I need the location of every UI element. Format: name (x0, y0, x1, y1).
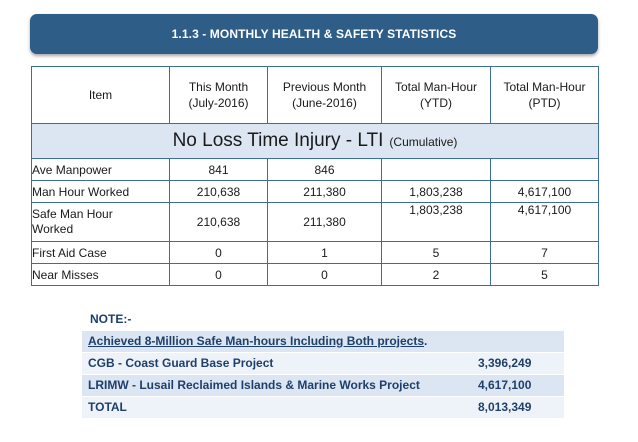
row-item-line2: Worked (32, 222, 74, 236)
project-row: CGB - Coast Guard Base Project 3,396,249 (82, 352, 564, 374)
header-item: Item (31, 66, 170, 124)
safety-statistics-table: Item This Month (July-2016) Previous Mon… (31, 66, 599, 286)
row-this-month: 841 (169, 158, 268, 181)
header-previous-month-line2: (June-2016) (292, 96, 357, 110)
achievement-link[interactable]: Achieved 8-Million Safe Man-hours Includ… (88, 334, 425, 348)
row-ptd: 4,617,100 (490, 202, 599, 242)
header-item-label: Item (88, 88, 113, 102)
project-row: LRIMW - Lusail Reclaimed Islands & Marin… (82, 374, 564, 396)
row-ptd (490, 158, 599, 181)
total-row: TOTAL 8,013,349 (82, 396, 564, 418)
row-ytd: 1,803,238 (381, 202, 491, 242)
header-previous-month-line1: Previous Month (282, 80, 367, 94)
row-item-line1: Safe Man Hour (32, 207, 113, 221)
section-banner: 1.1.3 - MONTHLY HEALTH & SAFETY STATISTI… (30, 14, 598, 54)
row-item: First Aid Case (31, 241, 170, 264)
table-row: First Aid Case 0 1 5 7 (31, 241, 599, 264)
header-ytd: Total Man-Hour (YTD) (381, 66, 491, 124)
lti-section-row: No Loss Time Injury - LTI (Cumulative) (31, 123, 599, 159)
row-ytd (381, 158, 491, 181)
row-previous-month: 1 (267, 241, 382, 264)
row-this-month: 0 (169, 263, 268, 286)
project-value: 3,396,249 (478, 356, 532, 370)
lti-title: No Loss Time Injury - LTI (172, 130, 384, 151)
header-this-month-line1: This Month (188, 80, 249, 94)
row-ptd: 5 (490, 263, 599, 286)
achievement-suffix: . (424, 334, 428, 348)
row-this-month: 210,638 (169, 202, 268, 242)
header-this-month-line2: (July-2016) (188, 96, 249, 110)
row-previous-month: 846 (267, 158, 382, 181)
row-ytd: 5 (381, 241, 491, 264)
header-previous-month: Previous Month (June-2016) (267, 66, 382, 124)
project-name: LRIMW - Lusail Reclaimed Islands & Marin… (88, 378, 420, 392)
banner-title: 1.1.3 - MONTHLY HEALTH & SAFETY STATISTI… (171, 27, 457, 41)
row-item: Ave Manpower (31, 158, 170, 181)
header-ptd: Total Man-Hour (PTD) (490, 66, 599, 124)
header-ytd-line1: Total Man-Hour (394, 80, 478, 94)
table-row: Near Misses 0 0 2 5 (31, 263, 599, 286)
table-row: Safe Man Hour Worked 210,638 211,380 1,8… (31, 202, 599, 242)
row-previous-month: 211,380 (267, 180, 382, 203)
project-value: 4,617,100 (478, 378, 532, 392)
header-ptd-line2: (PTD) (528, 96, 561, 110)
achievement-row: Achieved 8-Million Safe Man-hours Includ… (82, 330, 564, 352)
total-value: 8,013,349 (478, 400, 532, 414)
row-item: Near Misses (31, 263, 170, 286)
lti-subtitle: (Cumulative) (389, 135, 458, 149)
row-previous-month: 211,380 (267, 202, 382, 242)
row-item: Safe Man Hour Worked (31, 202, 170, 242)
table-row: Ave Manpower 841 846 (31, 158, 599, 181)
note-block: NOTE:- Achieved 8-Million Safe Man-hours… (82, 308, 564, 418)
row-ptd: 4,617,100 (490, 180, 599, 203)
header-ytd-line2: (YTD) (420, 96, 452, 110)
total-label: TOTAL (88, 400, 127, 414)
achievement-text: Achieved 8-Million Safe Man-hours Includ… (82, 331, 564, 352)
row-ptd: 7 (490, 241, 599, 264)
header-ptd-line1: Total Man-Hour (503, 80, 586, 94)
row-this-month: 210,638 (169, 180, 268, 203)
row-item: Man Hour Worked (31, 180, 170, 203)
table-row: Man Hour Worked 210,638 211,380 1,803,23… (31, 180, 599, 203)
row-previous-month: 0 (267, 263, 382, 286)
lti-section-title: No Loss Time Injury - LTI (Cumulative) (31, 123, 599, 159)
note-label: NOTE:- (90, 312, 132, 326)
header-this-month: This Month (July-2016) (169, 66, 268, 124)
row-this-month: 0 (169, 241, 268, 264)
row-ytd: 2 (381, 263, 491, 286)
table-header-row: Item This Month (July-2016) Previous Mon… (31, 66, 599, 124)
project-name: CGB - Coast Guard Base Project (88, 356, 274, 370)
row-ytd: 1,803,238 (381, 180, 491, 203)
